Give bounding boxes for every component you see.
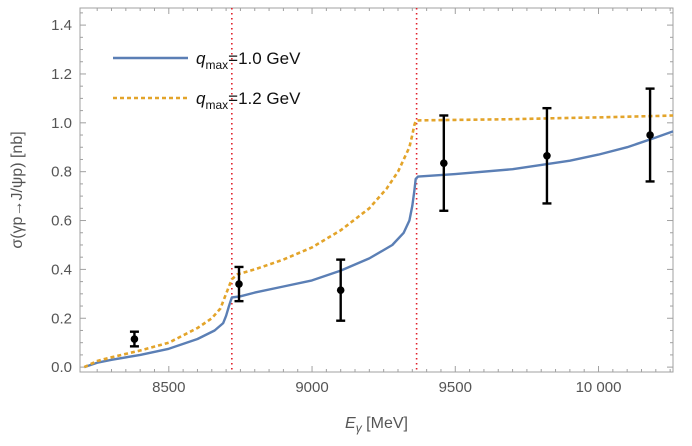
legend-subscript: max	[205, 58, 228, 72]
x-tick-label: 9000	[295, 379, 328, 396]
y-tick-label: 0.2	[51, 310, 72, 327]
x-tick-label: 10 000	[576, 379, 622, 396]
x-axis-title-unit: [MeV]	[362, 415, 408, 432]
data-marker	[336, 286, 345, 294]
y-axis-title: σ(γp→J/ψp) [nb]	[9, 131, 26, 248]
x-tick-label: 9500	[439, 379, 472, 396]
data-marker	[440, 159, 448, 167]
y-tick-label: 1.4	[51, 17, 72, 34]
x-axis-title-subscript: γ	[356, 421, 363, 435]
data-point-1	[234, 265, 244, 303]
data-point-5	[645, 87, 655, 183]
threshold-lines	[231, 8, 418, 372]
y-tick-label: 0.6	[51, 213, 72, 230]
y-tick-label: 0.4	[51, 261, 72, 278]
legend-label-1: qmax=1.0 GeV	[196, 49, 301, 72]
series-line-2	[83, 114, 674, 369]
legend-label-2: qmax=1.2 GeV	[196, 89, 301, 112]
x-tick-label: 8500	[152, 379, 185, 396]
y-tick-label: 0.0	[51, 359, 72, 376]
y-tick-label: 1.0	[51, 115, 72, 132]
data-point-0	[129, 330, 139, 348]
data-marker	[235, 280, 243, 288]
data-point-2	[336, 258, 346, 322]
x-axis-title: Eγ [MeV]	[345, 415, 408, 435]
data-point-3	[439, 114, 449, 212]
data-points	[129, 87, 655, 348]
data-marker	[543, 151, 551, 160]
y-tick-label: 0.8	[51, 164, 72, 181]
legend-rest: =1.0 GeV	[228, 49, 301, 68]
y-tick-label: 1.2	[51, 66, 72, 83]
data-marker	[646, 131, 654, 139]
legend-symbol: q	[196, 89, 206, 108]
legend-rest: =1.2 GeV	[228, 89, 301, 108]
axis-ticks	[80, 8, 673, 372]
series-line-1	[83, 130, 674, 369]
legend-subscript: max	[205, 98, 228, 112]
x-axis-title-symbol: E	[345, 415, 356, 432]
model-curves	[83, 114, 674, 369]
data-point-4	[542, 106, 552, 205]
legend-symbol: q	[196, 49, 206, 68]
data-marker	[130, 335, 139, 343]
plot-border	[79, 7, 674, 373]
plot-frame	[79, 7, 674, 373]
tick-labels: 8500 9000 9500 10 000 0.0 0.2 0.4 0.6 0.8 1.0 1.2 1…	[51, 17, 621, 396]
